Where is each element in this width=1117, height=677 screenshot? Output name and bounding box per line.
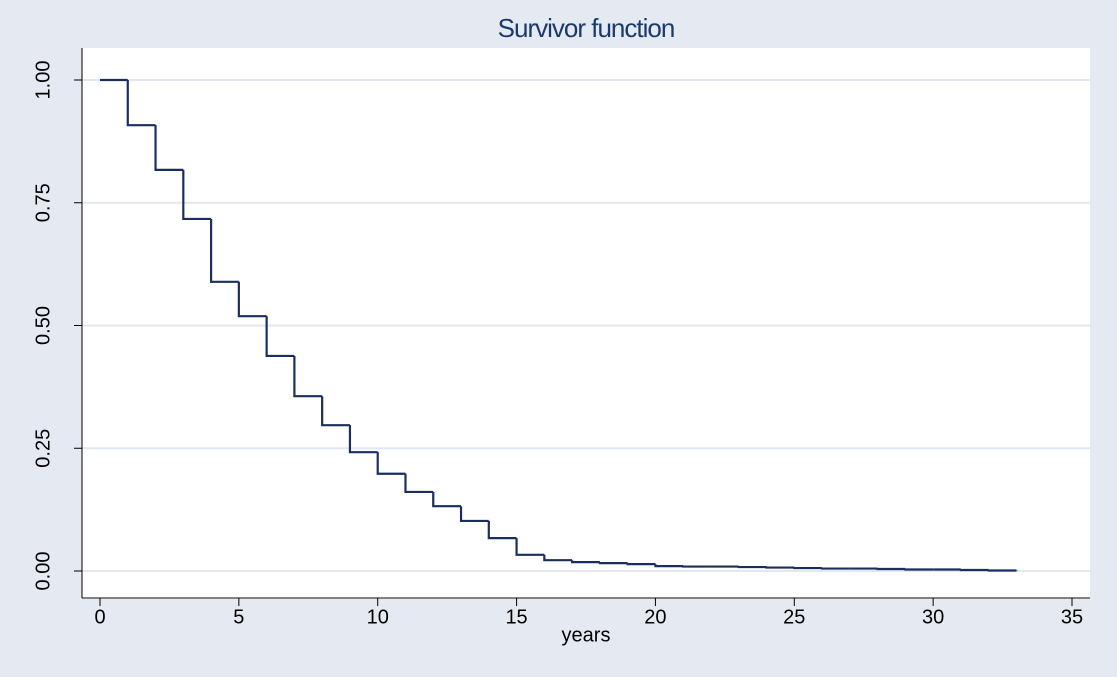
step-segment	[293, 355, 323, 398]
x-tick-label: 25	[783, 606, 805, 628]
step-segment	[571, 560, 600, 564]
x-tick-label: 35	[1061, 606, 1083, 628]
step-segment	[598, 562, 628, 565]
y-tick-label: 0.50	[32, 306, 54, 345]
step-segment	[515, 538, 545, 556]
x-tick-label: 5	[233, 606, 244, 628]
step-segment	[237, 281, 267, 318]
y-tick-label: 0.25	[32, 429, 54, 468]
step-segment	[348, 425, 378, 454]
x-axis-label: years	[562, 624, 611, 646]
step-segment	[265, 316, 295, 358]
plot-area	[82, 48, 1090, 599]
x-tick-label: 30	[922, 606, 944, 628]
step-segment	[432, 491, 462, 508]
step-segment	[209, 218, 239, 283]
x-tick-label: 15	[505, 606, 527, 628]
y-tick-label: 0.75	[32, 183, 54, 222]
x-tick-label: 0	[94, 606, 105, 628]
x-tick-label: 20	[644, 606, 666, 628]
step-segment	[654, 564, 684, 568]
x-tick-label: 10	[367, 606, 389, 628]
step-segment	[626, 563, 656, 566]
step-segment	[459, 506, 489, 523]
y-tick-label: 0.00	[32, 552, 54, 591]
step-segment	[376, 452, 406, 475]
y-tick-label: 1.00	[32, 61, 54, 100]
step-segment	[321, 396, 350, 427]
step-segment	[404, 473, 434, 494]
step-segment	[543, 554, 573, 562]
chart-title: Survivor function	[498, 13, 675, 43]
step-segment	[182, 169, 212, 221]
step-segment	[154, 125, 184, 171]
step-segment	[126, 80, 156, 127]
step-segment	[487, 520, 517, 540]
